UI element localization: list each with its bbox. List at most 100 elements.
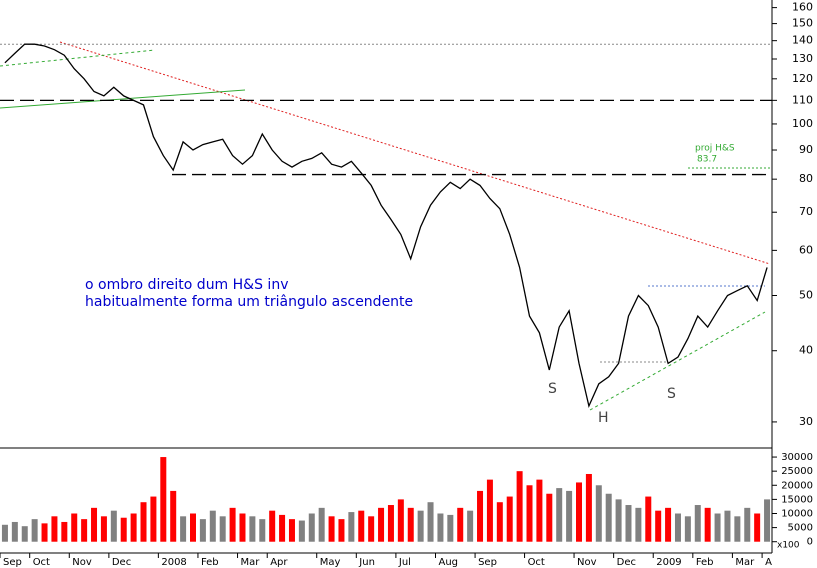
volume-bar xyxy=(447,514,454,542)
annotation: habitualmente forma um triângulo ascende… xyxy=(85,294,413,310)
volume-bar xyxy=(477,490,484,542)
volume-bar xyxy=(239,513,246,542)
volume-bar xyxy=(249,516,256,542)
volume-bar xyxy=(387,505,394,542)
volume-bar xyxy=(674,513,681,542)
y-tick-label: 110 xyxy=(792,93,813,106)
volume-bar xyxy=(585,473,592,542)
volume-bar xyxy=(576,482,582,542)
y-tick-label: 5000 xyxy=(788,523,813,534)
volume-bar xyxy=(506,496,513,542)
volume-bar xyxy=(219,516,226,542)
price-line xyxy=(4,43,768,409)
y-tick-label: 160 xyxy=(792,1,813,14)
y-tick-label: 90 xyxy=(799,143,813,156)
x-tick-label: Feb xyxy=(201,557,219,568)
y-tick-label: 70 xyxy=(799,205,813,218)
volume-bar xyxy=(288,519,295,542)
volume-unit: x100 xyxy=(777,541,800,551)
volume-bar xyxy=(595,485,602,542)
volume-bar xyxy=(328,516,335,542)
volume-bar xyxy=(556,488,563,542)
y-tick-label: 30 xyxy=(799,415,813,428)
volume-bar xyxy=(190,513,196,542)
x-tick-label: 2008 xyxy=(161,557,186,568)
volume-bar xyxy=(764,499,771,542)
y-tick-label: 150 xyxy=(792,17,813,30)
volume-bar xyxy=(229,507,236,542)
volume-bar xyxy=(140,502,147,542)
y-tick-label: 100 xyxy=(792,117,813,130)
volume-bar xyxy=(259,519,266,542)
volume-bar xyxy=(51,516,58,542)
volume-bar xyxy=(378,507,385,542)
x-tick-label: Jul xyxy=(398,557,411,568)
volume-bar xyxy=(704,507,711,542)
volume-bar xyxy=(645,496,652,542)
x-tick-label: Mar xyxy=(241,557,261,568)
volume-bar xyxy=(209,510,216,542)
volume-bar xyxy=(100,516,107,542)
x-tick-label: Aug xyxy=(438,557,458,568)
x-tick-label: Sep xyxy=(478,557,497,568)
volume-bar xyxy=(754,513,761,542)
volume-bar xyxy=(199,519,206,542)
volume-bar xyxy=(397,499,404,542)
volume-bar xyxy=(358,510,365,542)
volume-bar xyxy=(1,524,8,542)
volume-bar xyxy=(21,526,28,542)
volume-bar xyxy=(536,479,543,542)
volume-bar xyxy=(41,523,48,542)
volume-bar xyxy=(467,510,474,542)
volume-bar xyxy=(714,513,721,542)
volume-bar xyxy=(61,521,68,542)
volume-bar xyxy=(298,520,305,542)
volume-bar xyxy=(605,493,612,542)
y-tick-label: 25000 xyxy=(781,466,813,477)
volume-bar xyxy=(496,502,503,542)
annotation: o ombro direito dum H&S inv xyxy=(85,277,288,293)
volume-bar xyxy=(31,519,38,542)
x-tick-label: Sep xyxy=(3,557,22,568)
y-tick-label: 30000 xyxy=(781,452,813,463)
volume-bar xyxy=(437,513,444,542)
volume-bar xyxy=(368,516,375,542)
x-tick-label: Oct xyxy=(528,557,545,568)
y-tick-label: 10000 xyxy=(781,508,813,519)
x-tick-label: Nov xyxy=(72,557,92,568)
volume-bar xyxy=(744,507,751,542)
volume-bar xyxy=(724,510,731,542)
x-tick-label: A xyxy=(765,557,772,568)
volume-bar xyxy=(546,493,553,542)
trend-line xyxy=(0,89,246,109)
projection-value: 83.7 xyxy=(697,154,717,164)
x-tick-label: 2009 xyxy=(656,557,681,568)
volume-bar xyxy=(81,519,88,542)
volume-bar xyxy=(318,507,325,542)
volume-bar xyxy=(150,496,157,542)
volume-bar xyxy=(417,510,424,542)
x-tick-label: Apr xyxy=(270,557,288,568)
volume-bar xyxy=(694,505,701,542)
pattern-label: H xyxy=(598,410,609,426)
y-tick-label: 15000 xyxy=(781,494,813,505)
volume-bar xyxy=(625,505,632,542)
pattern-label: S xyxy=(548,381,557,397)
x-tick-label: May xyxy=(320,557,341,568)
y-tick-label: 50 xyxy=(799,288,813,301)
volume-bar xyxy=(269,510,276,542)
y-tick-label: 140 xyxy=(792,34,813,47)
volume-bar xyxy=(427,502,434,542)
volume-bar xyxy=(516,471,523,542)
y-tick-label: 120 xyxy=(792,72,813,85)
volume-bar xyxy=(635,507,642,542)
volume-bar xyxy=(566,490,573,542)
x-tick-label: Feb xyxy=(696,557,714,568)
x-tick-label: Dec xyxy=(112,557,131,568)
y-tick-label: 40 xyxy=(799,344,813,357)
volume-bar xyxy=(338,519,345,542)
y-tick-label: 20000 xyxy=(781,480,813,491)
